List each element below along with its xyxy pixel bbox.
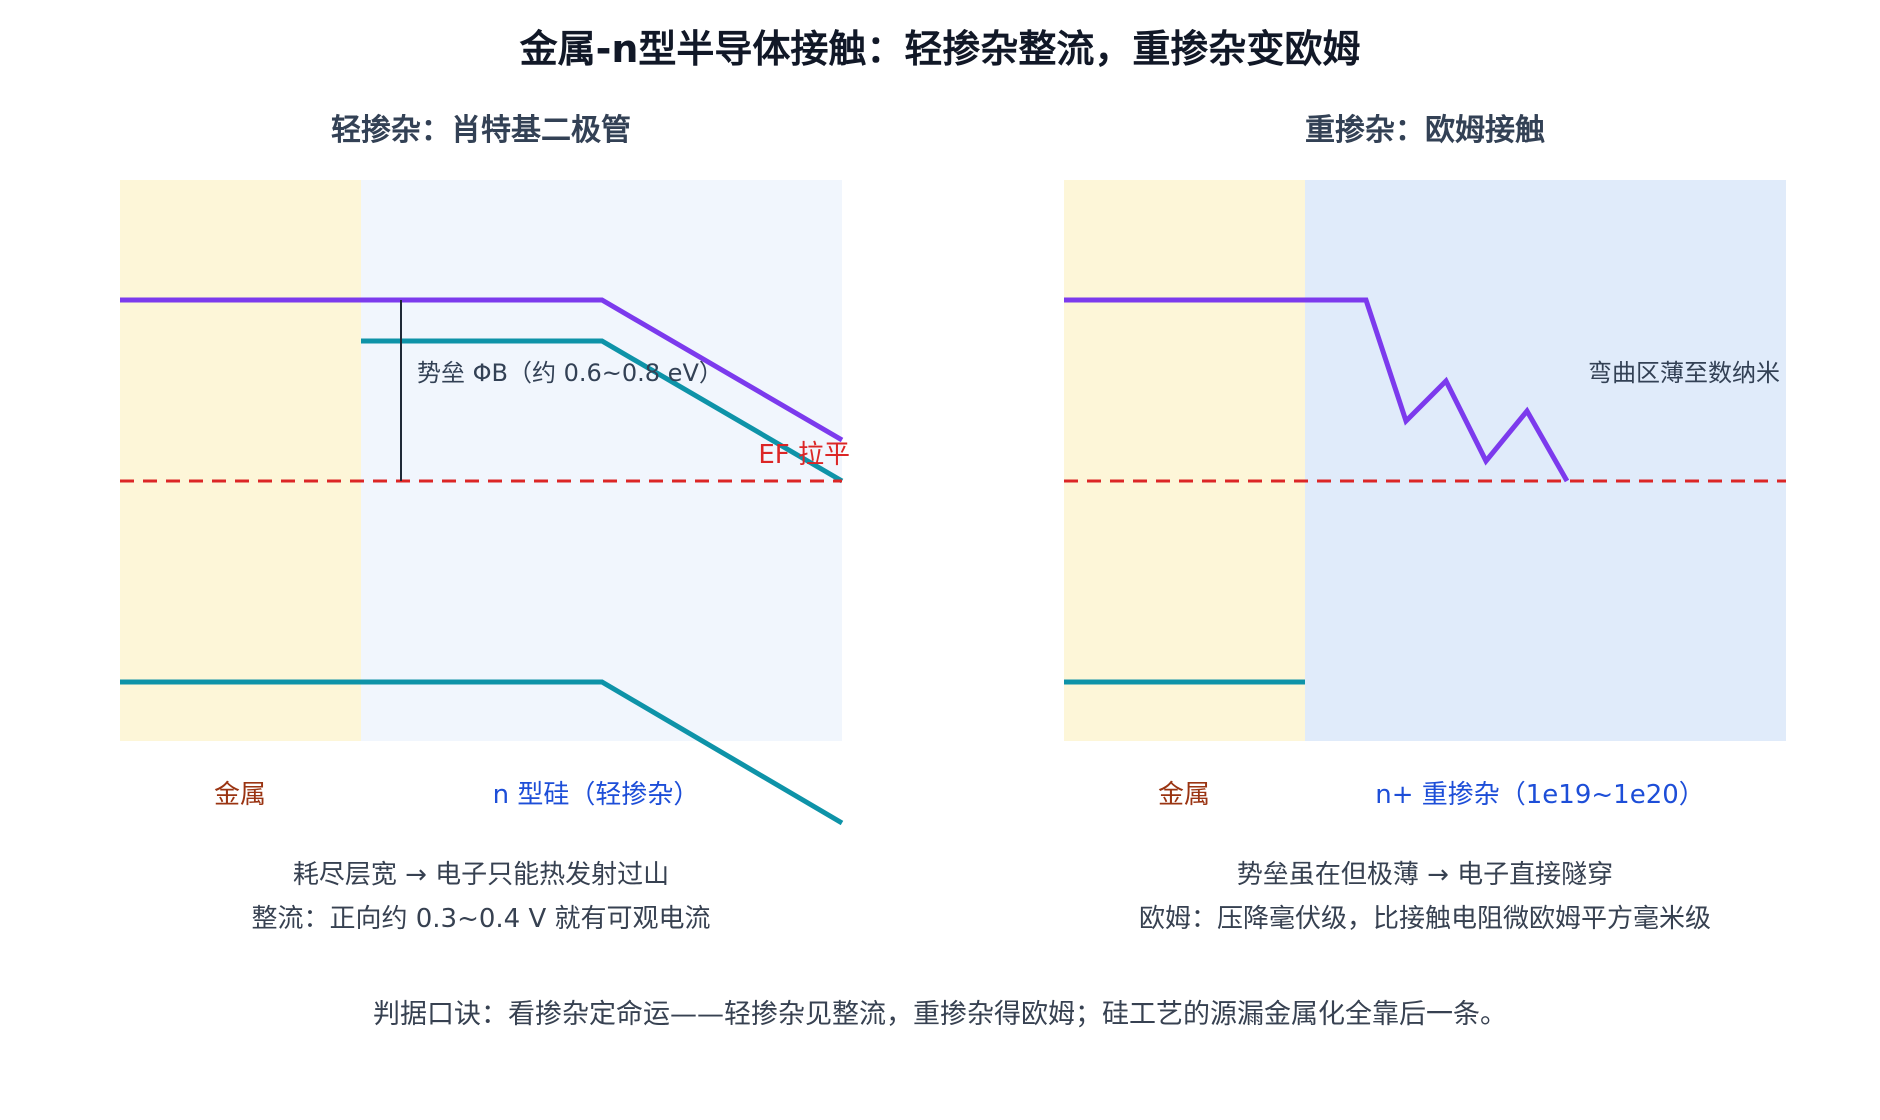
left-caption-2: 整流：正向约 0.3~0.4 V 就有可观电流 [251,904,710,934]
left-subtitle: 轻掺杂：肖特基二极管 [331,113,631,148]
left-conduction-band-line [361,338,844,484]
footer-mnemonic: 判据口诀：看掺杂定命运——轻掺杂见整流，重掺杂得欧姆；硅工艺的源漏金属化全靠后一… [373,999,1507,1030]
left-valence-band-line [120,679,844,826]
right-bend-label: 弯曲区薄至数纳米 [1588,359,1780,387]
right-semiconductor-label: n+ 重掺杂（1e19~1e20） [1375,780,1705,810]
left-vacuum-level-line [120,297,844,443]
page-title: 金属-n型半导体接触：轻掺杂整流，重掺杂变欧姆 [519,27,1361,71]
right-caption-1: 势垒虽在但极薄 → 电子直接隧穿 [1237,860,1613,890]
left-barrier-label: 势垒 ΦB（约 0.6~0.8 eV） [417,359,723,387]
right-metal-label: 金属 [1158,780,1210,810]
left-ef-label: EF 拉平 [758,440,850,470]
right-caption-2: 欧姆：压降毫伏级，比接触电阻微欧姆平方毫米级 [1139,904,1711,934]
right-subtitle: 重掺杂：欧姆接触 [1305,113,1545,148]
left-panel: 轻掺杂：肖特基二极管 势垒 ΦB（约 0.6~0.8 eV） EF 拉平 金属 … [120,113,850,934]
right-metal-region [1064,180,1305,741]
right-vacuum-level-line [1064,297,1570,483]
left-semiconductor-region [361,180,842,741]
left-metal-label: 金属 [214,780,266,810]
right-semiconductor-region [1305,180,1786,741]
left-caption-1: 耗尽层宽 → 电子只能热发射过山 [293,860,669,890]
right-panel: 重掺杂：欧姆接触 弯曲区薄至数纳米 金属 n+ 重掺杂（1e19~1e20） 势… [1064,113,1786,934]
left-semiconductor-label: n 型硅（轻掺杂） [493,780,700,810]
left-metal-region [120,180,361,741]
